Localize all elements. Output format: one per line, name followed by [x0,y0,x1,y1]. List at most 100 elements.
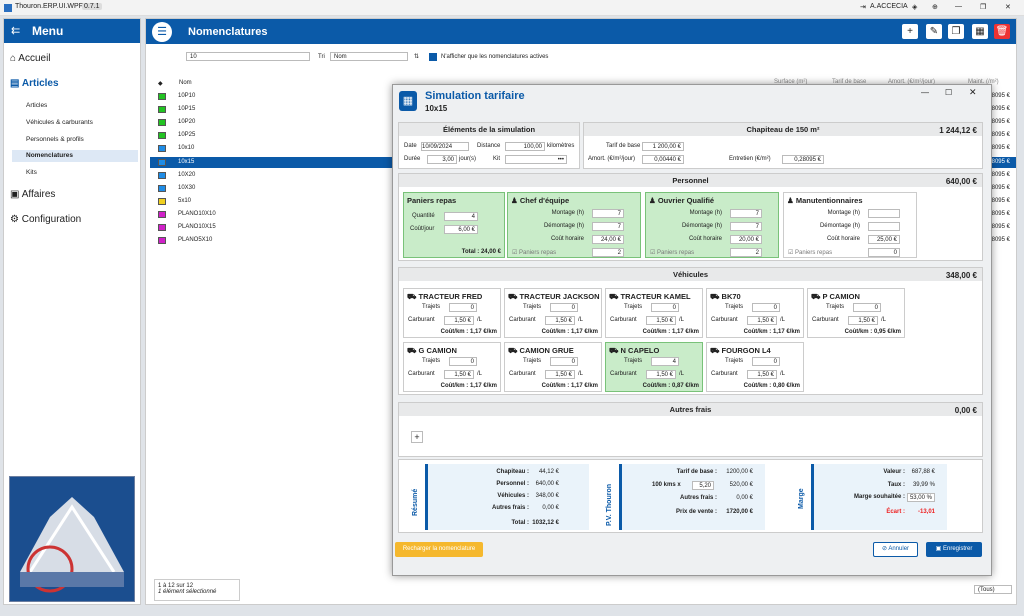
paniers-field[interactable]: 2 [592,248,624,257]
nav-sub-articles[interactable]: Articles [26,102,48,109]
nav-affaires[interactable]: ▣ Affaires [10,189,56,200]
footer-filter-select[interactable]: (Tous) [974,585,1012,594]
copy-button[interactable]: ❐ [948,24,964,39]
nav-configuration[interactable]: ⚙ Configuration [10,214,82,225]
demontage-field[interactable]: 7 [730,222,762,231]
vehicule-card[interactable]: ⛟ TRACTEUR JACKSON Trajets 0 Carburant 1,50 … [504,288,602,338]
carburant-field[interactable]: 1,50 € [646,316,676,325]
nav-sub-nomenclatures[interactable]: Nomenclatures [12,150,138,162]
trajets-field[interactable]: 0 [449,357,477,366]
paniers-checkbox[interactable]: ☑ Paniers repas [788,250,833,256]
add-button[interactable]: + [902,24,918,39]
table-row[interactable]: PLANO5X10 28095 € [150,235,1016,246]
col-name[interactable]: Nom [179,80,192,86]
paniers-field[interactable]: 0 [868,248,900,257]
carburant-field[interactable]: 1,50 € [747,316,777,325]
tarif-field[interactable]: 1 200,00 € [642,142,684,151]
minimize-button[interactable]: — [955,3,962,10]
menu-back-icon[interactable]: ⇇ [11,25,21,37]
paniers-checkbox[interactable]: ☑ Paniers repas [512,250,557,256]
personnel-card[interactable]: ♟ Chef d'équipe Montage (h) 7 Démontage (h)… [507,192,641,258]
montage-field[interactable]: 7 [730,209,762,218]
trajets-field[interactable]: 0 [853,303,881,312]
personnel-card[interactable]: ♟ Ouvrier Qualifié Montage (h) 7 Démontage … [645,192,779,258]
nav-sub-vehicules[interactable]: Véhicules & carburants [26,119,93,126]
search-input[interactable]: 10 [186,52,310,61]
trajets-field[interactable]: 4 [651,357,679,366]
carburant-field[interactable]: 1,50 € [747,370,777,379]
paniers-checkbox[interactable]: ☑ Paniers repas [650,250,695,256]
table-row[interactable]: 10P10 28095 € [150,91,1016,102]
col-tarif[interactable]: Tarif de base [832,79,867,85]
pin-icon[interactable]: ⊕ [932,4,938,11]
carburant-field[interactable]: 1,50 € [848,316,878,325]
demontage-field[interactable] [868,222,900,231]
maximize-button[interactable]: ❐ [980,4,987,11]
distance-field[interactable]: 100,00 [505,142,545,151]
table-row[interactable]: PLANO10X15 28095 € [150,222,1016,233]
sort-direction-icon[interactable]: ⇅ [414,54,420,60]
edit-button[interactable]: ✎ [926,24,942,39]
carburant-field[interactable]: 1,50 € [444,316,474,325]
paniers-field[interactable]: 2 [730,248,762,257]
col-amort[interactable]: Amort. (€/m²/jour) [888,79,936,85]
trajets-field[interactable]: 0 [752,303,780,312]
demontage-field[interactable]: 7 [592,222,624,231]
table-row[interactable]: 10P15 28095 € [150,104,1016,115]
settings-icon[interactable]: ◈ [912,4,918,11]
montage-field[interactable] [868,209,900,218]
reload-button[interactable]: Recharger la nomenclature [395,542,483,557]
personnel-card[interactable]: ♟ Manutentionnaires Montage (h) Démontage … [783,192,917,258]
dialog-minimize-button[interactable]: — [921,88,929,97]
montage-field[interactable]: 7 [592,209,624,218]
table-row[interactable]: 10X30 28095 € [150,183,1016,194]
sort-select[interactable]: Nom [330,52,408,61]
vehicule-card[interactable]: ⛟ TRACTEUR FRED Trajets 0 Carburant 1,50 €/L… [403,288,501,338]
trajets-field[interactable]: 0 [449,303,477,312]
vehicule-card[interactable]: ⛟ P CAMION Trajets 0 Carburant 1,50 €/L Coût/… [807,288,905,338]
nav-sub-kits[interactable]: Kits [26,169,37,176]
active-only-checkbox[interactable] [429,53,437,61]
kit-select[interactable]: ••• [505,155,567,164]
vehicule-card[interactable]: ⛟ TRACTEUR KAMEL Trajets 0 Carburant 1,50 € /… [605,288,703,338]
table-row[interactable]: 10x10 28095 € [150,143,1016,154]
cout-jour-field[interactable]: 6,00 € [444,225,478,234]
trajets-field[interactable]: 0 [550,357,578,366]
table-row[interactable]: 10X20 28095 € [150,170,1016,181]
nav-accueil[interactable]: ⌂ Accueil [10,53,51,64]
vehicule-card[interactable]: ⛟ BK70 Trajets 0 Carburant 1,50 €/L Coût/km :… [706,288,804,338]
col-surface[interactable]: Surface (m²) [774,79,808,85]
vehicule-card[interactable]: ⛟ G CAMION Trajets 0 Carburant 1,50 €/L Coût/… [403,342,501,392]
save-button[interactable]: ▣ Enregistrer [926,542,982,557]
entretien-field[interactable]: 0,28095 € [782,155,824,164]
trajets-field[interactable]: 0 [550,303,578,312]
qte-field[interactable]: 4 [444,212,478,221]
pv-kms-factor[interactable]: 5,20 [692,481,714,490]
horaire-field[interactable]: 25,00 € [868,235,900,244]
table-row[interactable]: 10P25 28095 € [150,130,1016,141]
trajets-field[interactable]: 0 [651,303,679,312]
horaire-field[interactable]: 24,00 € [592,235,624,244]
horaire-field[interactable]: 20,00 € [730,235,762,244]
carburant-field[interactable]: 1,50 € [545,316,575,325]
table-row[interactable]: 10P20 28095 € [150,117,1016,128]
marge-souhaitee-field[interactable]: 53,00 % [907,493,935,502]
cancel-button[interactable]: ⊘ Annuler [873,542,918,557]
add-frais-button[interactable]: + [411,431,423,443]
date-field[interactable]: 10/09/2024 [421,142,469,151]
nav-sub-personnels[interactable]: Personnels & profils [26,136,84,143]
calculator-button[interactable]: ▦ [972,24,988,39]
nav-articles[interactable]: ▤ Articles [10,78,59,89]
col-maint[interactable]: Maint. (/m²) [968,79,999,85]
vehicule-card[interactable]: ⛟ N CAPELO Trajets 4 Carburant 1,50 €/L Coût/… [605,342,703,392]
vehicule-card[interactable]: ⛟ FOURGON L4 Trajets 0 Carburant 1,50 €/L Coû… [706,342,804,392]
carburant-field[interactable]: 1,50 € [545,370,575,379]
carburant-field[interactable]: 1,50 € [444,370,474,379]
table-row[interactable]: 5x10 28095 € [150,196,1016,207]
carburant-field[interactable]: 1,50 € [646,370,676,379]
delete-button[interactable]: 🗑 [994,24,1010,39]
duree-field[interactable]: 3,00 [427,155,457,164]
trajets-field[interactable]: 0 [752,357,780,366]
dialog-close-button[interactable]: ✕ [969,87,977,97]
close-button[interactable]: ✕ [1005,4,1011,11]
